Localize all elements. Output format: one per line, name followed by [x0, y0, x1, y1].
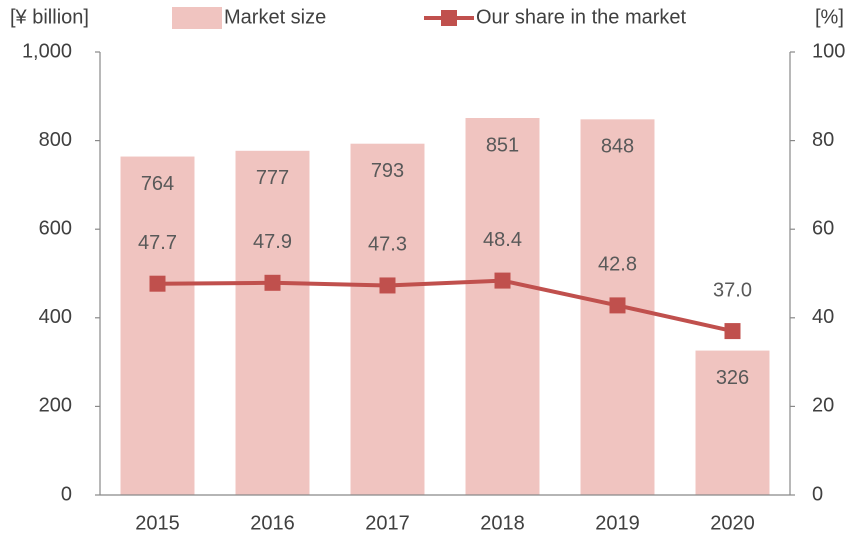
y-tick-label: 0: [61, 483, 72, 505]
x-tick-label: 2019: [595, 512, 640, 534]
line-value-label: 37.0: [713, 279, 752, 301]
line-value-label: 47.3: [368, 234, 407, 256]
legend-swatch-bar: [172, 7, 222, 29]
y-tick-label: 1,000: [22, 40, 72, 62]
y2-tick-label: 20: [812, 395, 834, 417]
legend-label: Our share in the market: [476, 6, 687, 28]
x-tick-label: 2018: [480, 512, 525, 534]
line-value-label: 47.9: [253, 231, 292, 253]
y-tick-label: 800: [39, 129, 72, 151]
bar-value-label: 326: [716, 367, 749, 389]
x-tick-label: 2016: [250, 512, 295, 534]
y2-tick-label: 100: [812, 40, 845, 62]
bar: [695, 350, 770, 495]
line-value-label: 47.7: [138, 232, 177, 254]
bar: [120, 156, 195, 495]
y-tick-label: 600: [39, 217, 72, 239]
bar-value-label: 764: [141, 173, 174, 195]
x-tick-label: 2020: [710, 512, 755, 534]
bar-value-label: 777: [256, 167, 289, 189]
bar: [235, 150, 310, 495]
x-tick-label: 2015: [135, 512, 180, 534]
y2-axis-title: [%]: [815, 6, 844, 28]
line-marker: [264, 274, 281, 291]
line-marker: [149, 275, 166, 292]
y2-tick-label: 60: [812, 217, 834, 239]
line-value-label: 48.4: [483, 229, 522, 251]
legend-swatch-marker: [441, 10, 457, 26]
bar-value-label: 851: [486, 134, 519, 156]
x-tick-label: 2017: [365, 512, 410, 534]
bar-value-label: 848: [601, 136, 634, 158]
legend-label: Market size: [224, 6, 326, 28]
line-marker: [379, 277, 396, 294]
line-marker: [609, 297, 626, 314]
y2-tick-label: 80: [812, 129, 834, 151]
line-marker: [724, 323, 741, 340]
y2-tick-label: 0: [812, 483, 823, 505]
y-tick-label: 200: [39, 395, 72, 417]
line: [157, 278, 733, 334]
y-axis-title: [¥ billion]: [10, 6, 89, 28]
bar-value-label: 793: [371, 160, 404, 182]
line-marker: [494, 272, 511, 289]
bar: [465, 118, 540, 495]
bar: [350, 143, 425, 496]
line-value-label: 42.8: [598, 254, 637, 276]
y2-tick-label: 40: [812, 306, 834, 328]
y-tick-label: 400: [39, 306, 72, 328]
